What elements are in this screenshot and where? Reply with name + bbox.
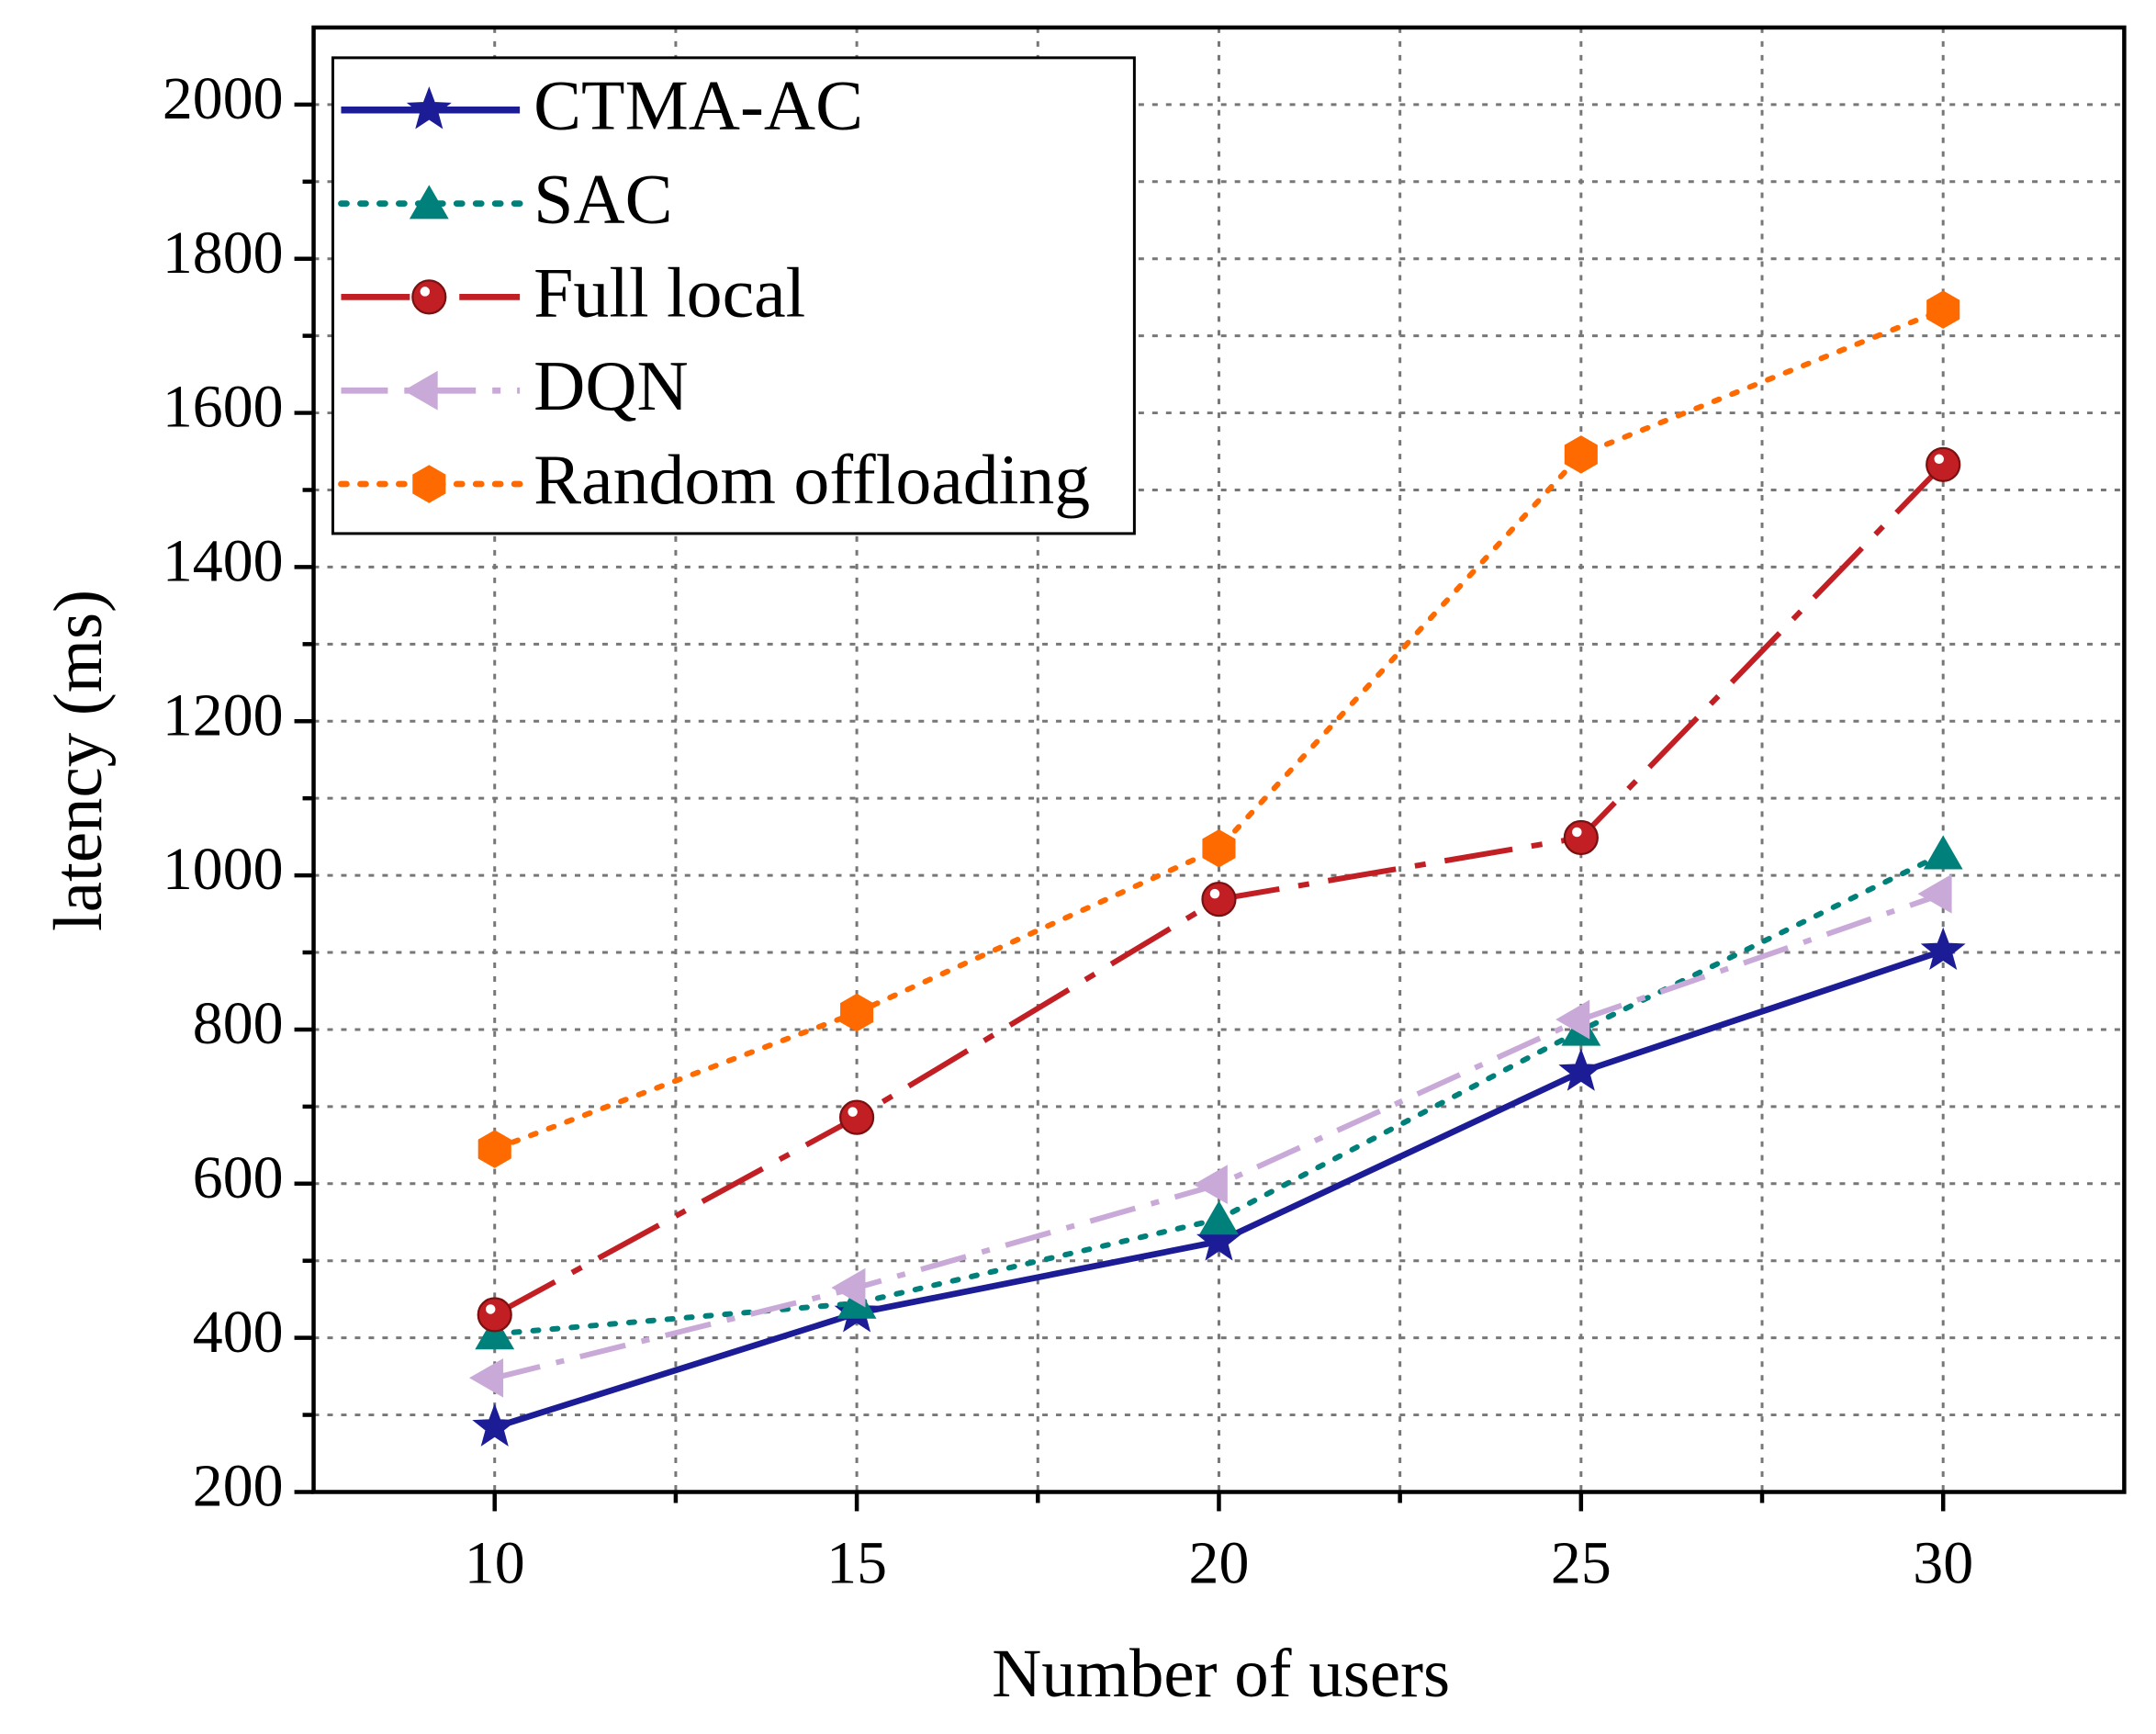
- marker: [831, 1267, 866, 1308]
- data-point: [1563, 819, 1599, 856]
- marker-highlight: [848, 1107, 858, 1117]
- data-point: [477, 1130, 511, 1168]
- marker: [409, 185, 449, 220]
- data-point: [1923, 835, 1963, 870]
- y-tick-label: 600: [193, 1144, 284, 1211]
- marker: [840, 993, 874, 1032]
- y-tick-label: 1000: [163, 836, 284, 903]
- x-tick-label: 30: [1913, 1529, 1973, 1596]
- data-point: [1201, 882, 1237, 918]
- marker: [477, 1130, 511, 1168]
- marker: [1926, 446, 1961, 482]
- x-axis-label: Number of users: [992, 1636, 1450, 1712]
- y-tick-label: 200: [193, 1453, 284, 1520]
- marker: [1555, 999, 1590, 1040]
- marker: [1193, 1165, 1228, 1204]
- y-tick-label: 800: [193, 990, 284, 1057]
- data-point: [477, 1297, 512, 1333]
- marker: [1926, 290, 1960, 329]
- x-tick-label: 25: [1551, 1529, 1611, 1596]
- x-tick-label: 20: [1189, 1529, 1250, 1596]
- marker: [1917, 873, 1952, 914]
- marker: [839, 1099, 875, 1135]
- data-point: [1926, 290, 1960, 329]
- data-point: [1917, 873, 1952, 914]
- data-point: [1196, 1218, 1241, 1261]
- x-tick-label: 10: [465, 1529, 525, 1596]
- marker: [1558, 1048, 1604, 1091]
- y-tick-label: 1600: [163, 374, 284, 441]
- marker-highlight: [1209, 888, 1220, 899]
- marker: [1202, 829, 1236, 868]
- data-point: [839, 1099, 875, 1135]
- marker: [1564, 435, 1598, 474]
- data-point: [1558, 1048, 1604, 1091]
- marker: [403, 370, 438, 411]
- marker: [411, 279, 447, 315]
- marker: [1201, 882, 1237, 918]
- marker: [477, 1297, 512, 1333]
- legend-label: DQN: [533, 346, 689, 425]
- data-point: [1193, 1165, 1228, 1204]
- data-point: [1926, 446, 1961, 482]
- y-axis-label: latency (ms): [40, 590, 117, 931]
- marker-highlight: [1572, 827, 1582, 838]
- marker: [1196, 1218, 1241, 1261]
- marker: [472, 1403, 518, 1447]
- y-tick-label: 1400: [163, 528, 284, 595]
- y-tick-label: 1800: [163, 220, 284, 287]
- data-point: [1555, 999, 1590, 1040]
- y-tick-label: 400: [193, 1299, 284, 1366]
- marker: [1199, 1200, 1239, 1235]
- legend-label: SAC: [533, 159, 672, 238]
- marker: [475, 1315, 515, 1350]
- y-tick-label: 2000: [163, 65, 284, 132]
- marker: [1923, 835, 1963, 870]
- legend-label: CTMA-AC: [533, 66, 863, 145]
- data-point: [840, 993, 874, 1032]
- legend-label: Full local: [533, 253, 805, 332]
- marker: [412, 465, 446, 503]
- legend-label: Random offloading: [533, 440, 1090, 519]
- marker: [406, 86, 452, 129]
- x-tick-label: 15: [826, 1529, 887, 1596]
- marker-highlight: [485, 1304, 496, 1314]
- series-line: [491, 307, 1947, 1153]
- marker: [469, 1357, 504, 1398]
- data-point: [1564, 435, 1598, 474]
- marker-highlight: [1934, 454, 1944, 465]
- marker: [1920, 927, 1966, 971]
- marker-highlight: [420, 287, 431, 297]
- data-point: [472, 1403, 518, 1447]
- data-point: [1199, 1200, 1239, 1235]
- data-point: [1202, 829, 1236, 868]
- y-tick-label: 1200: [163, 681, 284, 749]
- data-point: [469, 1357, 504, 1398]
- data-point: [831, 1267, 866, 1308]
- data-point: [475, 1315, 515, 1350]
- data-point: [1920, 927, 1966, 971]
- marker: [1563, 819, 1599, 856]
